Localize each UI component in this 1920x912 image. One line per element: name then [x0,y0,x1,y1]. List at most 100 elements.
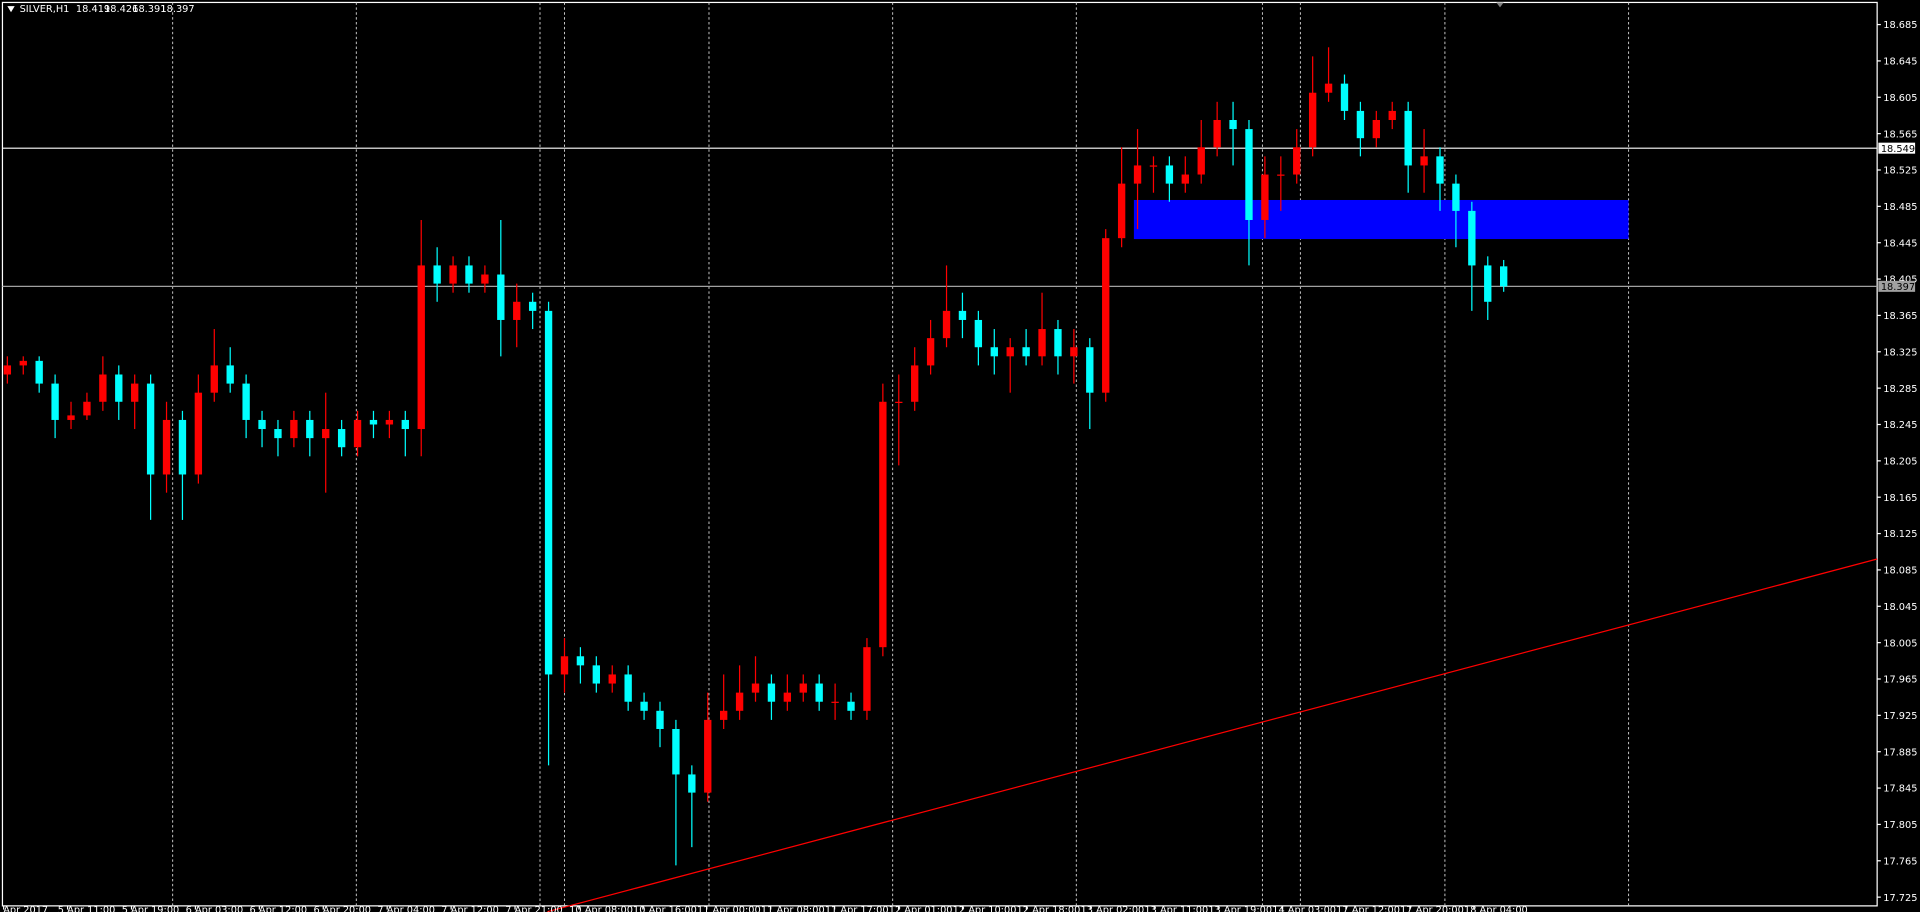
candle-body [895,401,903,403]
y-tick-label: 18.245 [1883,420,1917,431]
candle-body [1436,156,1444,184]
candle-body [608,674,616,684]
candle-body [783,692,792,702]
candle-body [1245,129,1253,220]
x-tick-label: 12 Apr 10:00 [953,905,1017,912]
x-tick-label: 7 Apr 04:00 [377,905,435,912]
menu-icon[interactable] [7,6,15,13]
zone [1133,199,1629,240]
x-tick-label: 5 Apr 2017 [0,905,48,912]
candle-body [656,710,664,729]
plot-frame [1,1,1878,907]
candle-body [210,365,218,393]
y-tick-label: 17.765 [1883,856,1917,867]
candle-body [449,265,457,284]
candle-body [19,360,27,366]
candle-body [1006,347,1014,357]
candle-body [242,383,250,420]
candle-body [592,665,600,684]
candle-body [178,419,187,475]
candle-body [624,674,632,702]
candle-body [1197,147,1205,175]
candle-body [513,301,521,320]
candle-body [146,383,155,475]
y-tick-label: 17.885 [1883,747,1917,758]
candle-body [1070,347,1078,357]
y-tick-label: 18.285 [1883,384,1917,395]
candle-body [83,401,91,416]
candle-body [735,692,744,711]
x-tick-label: 6 Apr 20:00 [313,905,371,912]
candle-body [258,419,266,430]
candle-body [926,338,935,366]
candle-body [1404,110,1412,166]
price-label-box [1878,142,1916,154]
header-value: 18.426 [104,4,138,15]
candle-body [560,656,569,675]
candle-body [1229,119,1237,130]
shift-marker [1496,2,1504,8]
candle-body [1468,210,1476,266]
y-tick-label: 18.565 [1883,129,1917,140]
x-tick-label: 6 Apr 12:00 [250,905,308,912]
y-tick-label: 18.165 [1883,493,1917,504]
y-tick-label: 18.685 [1883,20,1917,31]
x-tick-label: 7 Apr 21:00 [505,905,563,912]
candle-body [465,265,473,284]
y-tick-label: 17.805 [1883,820,1917,831]
candle-body [911,365,919,402]
y-tick-label: 18.125 [1883,529,1917,540]
candle-body [433,265,441,284]
candle-body [863,647,871,711]
candle-body [974,319,983,348]
price-label-box [1878,280,1916,292]
candle-body [1452,183,1460,211]
header-value: 18.419 [76,4,110,15]
candle-body [958,310,967,320]
candle-body [815,683,823,702]
x-tick-label: 10 Apr 08:00 [569,905,633,912]
candle-body [528,301,537,311]
candle-body [481,274,489,284]
candle-body [544,310,553,675]
candle-body [1340,83,1349,111]
candle-body [385,419,394,425]
candle-body [1117,183,1126,239]
candle-body [1261,174,1269,220]
candle-body [131,383,139,402]
candle-body [1356,110,1365,139]
candle-body [576,656,585,666]
candle-body [1133,165,1142,184]
x-tick-label: 17 Apr 20:00 [1400,905,1464,912]
x-tick-label: 10 Apr 16:00 [633,905,697,912]
candle-body [1181,174,1189,184]
x-tick-label: 5 Apr 19:00 [122,905,180,912]
x-tick-label: 13 Apr 11:00 [1144,905,1208,912]
candle-body [194,392,203,475]
x-tick-label: 11 Apr 08:00 [761,905,825,912]
price-label: 18.397 [1881,282,1915,293]
candle-body [306,419,314,439]
x-tick-label: 11 Apr 00:00 [697,905,761,912]
symbol: SILVER,H1 [20,4,70,15]
x-tick-label: 13 Apr 19:00 [1208,905,1272,912]
y-tick-label: 18.365 [1883,311,1917,322]
candle-body [3,365,12,375]
x-tick-label: 17 Apr 12:00 [1336,905,1400,912]
candle-body [1086,347,1094,393]
candle-body [353,419,362,448]
x-tick-label: 13 Apr 02:00 [1080,905,1144,912]
y-tick-label: 18.205 [1883,457,1917,468]
y-tick-label: 18.005 [1883,638,1917,649]
x-tick-label: 5 Apr 11:00 [58,905,116,912]
candle-body [67,415,75,420]
candle-body [1022,347,1030,357]
candle-body [1213,119,1221,148]
candle-body [1420,156,1428,166]
candle-body [1277,174,1285,176]
candle-body [35,360,43,384]
candle-body [1293,147,1301,175]
